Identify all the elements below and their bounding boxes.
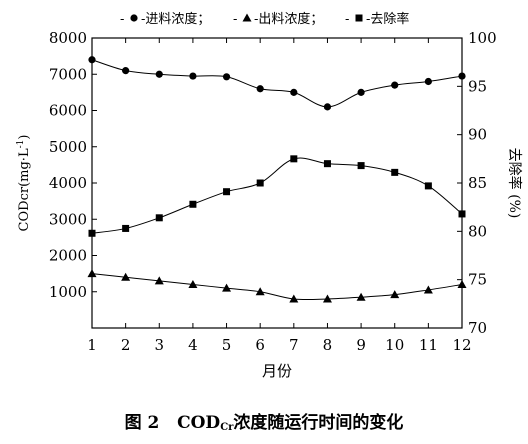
series-line-1 bbox=[91, 59, 463, 108]
data-point-series-1 bbox=[323, 103, 332, 111]
y-right-tick-label: 75 bbox=[468, 271, 487, 289]
data-point-series-1 bbox=[155, 70, 163, 78]
data-point-series-3 bbox=[155, 214, 163, 222]
data-point-series-2 bbox=[356, 292, 366, 301]
x-tick-label: 12 bbox=[452, 336, 471, 354]
data-point-series-3 bbox=[256, 179, 264, 187]
data-point-series-1 bbox=[357, 88, 365, 96]
y-left-tick-label: 4000 bbox=[49, 174, 87, 192]
data-point-series-2 bbox=[222, 283, 232, 292]
x-tick-label: 1 bbox=[87, 336, 97, 354]
y-left-axis-label-exp: -1 bbox=[16, 140, 26, 149]
y-left-tick-label: 1000 bbox=[49, 283, 87, 301]
data-point-series-2 bbox=[289, 294, 299, 303]
y-right-tick-label: 80 bbox=[468, 222, 487, 240]
data-point-series-1 bbox=[391, 81, 399, 89]
data-point-series-3 bbox=[458, 210, 466, 218]
data-point-series-2 bbox=[154, 276, 164, 285]
caption-rest: 浓度随运行时间的变化 bbox=[233, 413, 404, 433]
x-tick-label: 10 bbox=[385, 336, 404, 354]
data-point-series-1 bbox=[122, 67, 130, 75]
data-point-series-2 bbox=[457, 280, 467, 288]
data-point-series-1 bbox=[290, 88, 298, 96]
y-left-tick-label: 3000 bbox=[49, 210, 87, 228]
data-point-series-3 bbox=[223, 188, 231, 196]
data-point-series-2 bbox=[322, 294, 332, 303]
data-point-series-2 bbox=[87, 269, 97, 278]
data-point-series-3 bbox=[122, 224, 130, 232]
legend-dash-left: - bbox=[345, 12, 349, 27]
y-left-tick-label: 2000 bbox=[49, 247, 87, 265]
legend-label-3: -去除率 bbox=[366, 11, 409, 27]
data-point-series-2 bbox=[423, 285, 433, 294]
legend-label-2: -出料浓度； bbox=[254, 11, 323, 27]
x-tick-label: 5 bbox=[222, 336, 232, 354]
x-tick-label: 7 bbox=[289, 336, 299, 354]
x-axis-label: 月份 bbox=[262, 362, 292, 380]
series-line-3 bbox=[91, 157, 463, 234]
data-point-series-2 bbox=[255, 287, 265, 296]
data-point-series-1 bbox=[88, 56, 96, 64]
y-left-axis-label-close: ) bbox=[17, 135, 32, 140]
legend-dash-left: - bbox=[233, 12, 237, 27]
legend-dash-left: - bbox=[120, 12, 124, 27]
x-tick-label: 4 bbox=[188, 336, 198, 354]
y-left-tick-label: 5000 bbox=[49, 138, 87, 156]
y-right-tick-label: 100 bbox=[468, 29, 497, 47]
y-left-tick-label: 7000 bbox=[49, 65, 87, 83]
data-point-series-1 bbox=[189, 72, 197, 80]
x-tick-label: 11 bbox=[419, 336, 438, 354]
data-point-series-3 bbox=[357, 162, 365, 170]
data-point-series-2 bbox=[390, 290, 400, 299]
series-line-2 bbox=[91, 273, 463, 301]
data-point-series-1 bbox=[256, 85, 264, 93]
data-point-series-3 bbox=[323, 160, 331, 168]
data-point-series-1 bbox=[424, 77, 432, 86]
x-tick-label: 3 bbox=[154, 336, 164, 354]
y-left-tick-label: 8000 bbox=[49, 29, 87, 47]
plot-frame bbox=[91, 37, 463, 329]
y-left-axis-label: CODcr(mg·L-1) bbox=[16, 135, 32, 232]
x-tick-label: 9 bbox=[356, 336, 366, 354]
y-right-tick-label: 90 bbox=[468, 126, 487, 144]
x-tick-label: 6 bbox=[255, 336, 265, 354]
legend-marker-1 bbox=[130, 14, 138, 22]
y-left-tick-label: 6000 bbox=[49, 102, 87, 120]
data-point-series-2 bbox=[188, 280, 198, 288]
y-right-axis-label: 去除率 (%) bbox=[506, 148, 523, 219]
chart: 1 2 3 4 5 6 7 8 9 10 11 121000200030004000500060007… bbox=[16, 11, 523, 380]
legend-marker-2 bbox=[242, 13, 252, 22]
figure-caption: 图 2 CODCr浓度随运行时间的变化 bbox=[0, 408, 528, 433]
data-point-series-3 bbox=[391, 168, 399, 176]
caption-subscript: Cr bbox=[220, 422, 234, 433]
y-right-tick-label: 70 bbox=[468, 319, 487, 337]
data-point-series-3 bbox=[88, 229, 96, 237]
caption-prefix: 图 2 bbox=[124, 413, 160, 433]
data-point-series-3 bbox=[290, 155, 298, 163]
data-point-series-2 bbox=[121, 272, 131, 281]
caption-cod: COD bbox=[177, 413, 221, 433]
data-point-series-1 bbox=[458, 72, 466, 80]
x-tick-label: 2 bbox=[121, 336, 131, 354]
x-tick-label: 8 bbox=[323, 336, 333, 354]
data-point-series-3 bbox=[424, 182, 432, 190]
y-right-tick-label: 95 bbox=[468, 77, 487, 95]
legend-marker-3 bbox=[355, 14, 363, 22]
y-right-tick-label: 85 bbox=[468, 174, 487, 192]
data-point-series-3 bbox=[189, 200, 197, 208]
data-point-series-1 bbox=[222, 73, 231, 81]
legend-label-1: -进料浓度； bbox=[141, 11, 210, 27]
